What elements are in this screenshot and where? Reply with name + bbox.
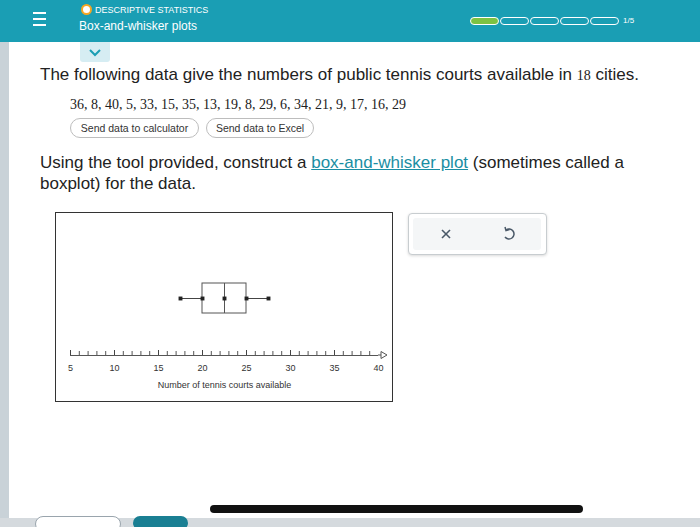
svg-text:40: 40 <box>373 363 383 373</box>
svg-text:10: 10 <box>109 363 119 373</box>
svg-text:15: 15 <box>153 363 163 373</box>
svg-text:25: 25 <box>241 363 251 373</box>
svg-text:Number of tennis courts availa: Number of tennis courts available <box>158 380 292 390</box>
html-text:36, 8, 40, 5, 33, 15, 35, 13,: 36, 8, 40, 5, 33, 15, 35, 13, 19, 8, 29,… <box>70 97 406 112</box>
html-text:Box-and-whisker plots: Box-and-whisker plots <box>79 19 198 33</box>
html-text:1/5: 1/5 <box>623 16 635 25</box>
html-text:DESCRIPTIVE STATISTICS: DESCRIPTIVE STATISTICS <box>95 5 209 15</box>
html-text:Using the tool provided, const: Using the tool provided, construct a box… <box>40 153 624 193</box>
html-text:Send data to calculator: Send data to calculator <box>80 122 189 134</box>
svg-text:20: 20 <box>197 363 207 373</box>
html-text:The following data give the nu: The following data give the numbers of p… <box>40 65 639 84</box>
html-text:Send data to Excel: Send data to Excel <box>215 122 305 134</box>
svg-text:5: 5 <box>68 363 73 373</box>
svg-text:35: 35 <box>329 363 339 373</box>
svg-text:30: 30 <box>285 363 295 373</box>
